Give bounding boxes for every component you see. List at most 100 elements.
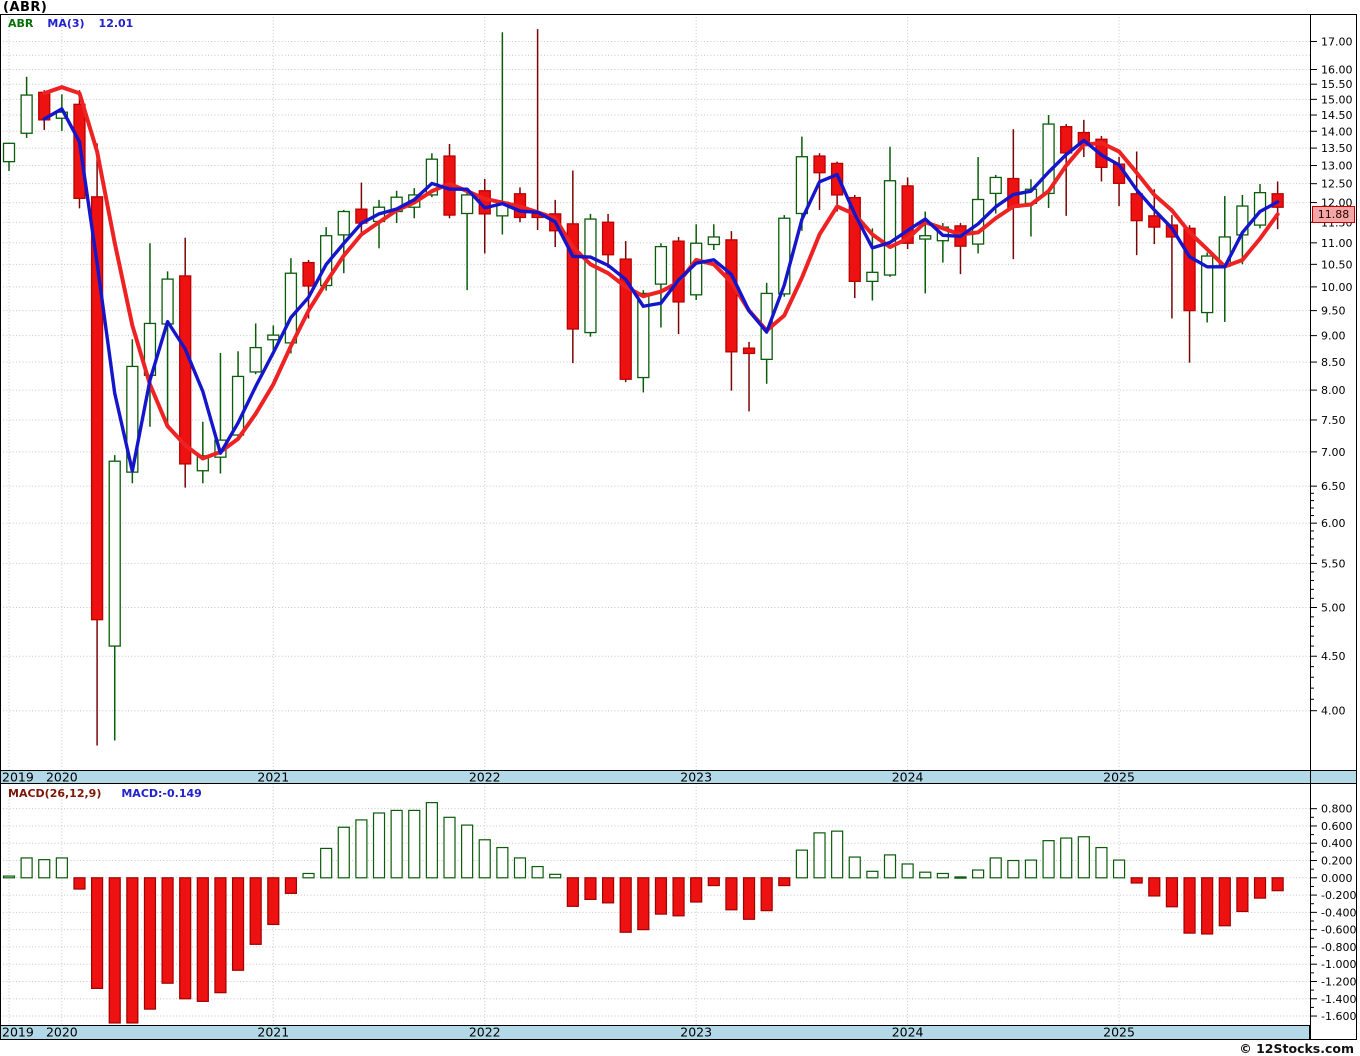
axis-label: 9.00 — [1321, 330, 1346, 343]
axis-label: 2022 — [469, 770, 501, 785]
macd-bar — [1130, 877, 1143, 884]
candle-body — [161, 278, 174, 325]
candle-body — [284, 272, 298, 344]
price-legend: ABR MA(3) 12.01 — [8, 17, 133, 30]
macd-bar — [126, 877, 139, 1024]
macd-bar — [813, 832, 826, 879]
macd-bar — [38, 859, 51, 879]
macd-bar — [1007, 859, 1020, 879]
macd-bar — [284, 877, 298, 894]
candle-body — [425, 158, 439, 196]
axis-label: 0.200 — [1321, 855, 1353, 868]
candle-body — [919, 235, 932, 240]
candle-body — [460, 194, 474, 215]
axis-label: -1.400 — [1321, 993, 1356, 1006]
macd-bar — [461, 824, 474, 879]
copyright-link[interactable]: © 12Stocks.com — [1239, 1041, 1354, 1056]
axis-label: 4.50 — [1321, 650, 1346, 663]
candle-body — [989, 176, 1002, 195]
macd-bar — [725, 877, 738, 911]
macd-bar — [267, 877, 280, 926]
axis-label: 5.00 — [1321, 601, 1346, 614]
axis-label: 0.600 — [1321, 820, 1353, 833]
page-title: (ABR) — [3, 0, 48, 15]
ma-value: 12.01 — [98, 17, 134, 30]
macd-bar — [1165, 877, 1179, 908]
axis-label: -0.800 — [1321, 941, 1356, 954]
macd-bar — [108, 877, 121, 1024]
macd-bar — [249, 877, 262, 945]
axis-label: 2019 — [2, 770, 34, 785]
axis-label: 15.00 — [1321, 93, 1353, 106]
axis-label: 2025 — [1103, 770, 1135, 785]
axis-label: 10.00 — [1321, 281, 1353, 294]
macd-bar — [161, 877, 174, 984]
macd-bar — [1271, 877, 1284, 892]
macd-bar — [971, 869, 985, 879]
candle-body — [231, 375, 245, 436]
macd-bar — [1042, 840, 1055, 879]
axis-ticks — [1310, 40, 1317, 1017]
macd-bar — [795, 849, 809, 879]
candle-body — [108, 460, 121, 647]
axis-label: 16.00 — [1321, 64, 1353, 77]
candle-body — [637, 292, 650, 379]
macd-bar — [1253, 877, 1267, 899]
macd-bar — [919, 871, 932, 879]
axis-label: 2020 — [46, 770, 78, 785]
macd-bar — [954, 876, 967, 879]
axis-label: 14.00 — [1321, 125, 1353, 138]
axis-label: 2021 — [257, 770, 289, 785]
macd-bar — [1201, 877, 1214, 935]
candle-body — [1183, 227, 1196, 312]
macd-bar — [866, 870, 879, 879]
macd-bar — [531, 865, 544, 879]
macd-bar — [1077, 836, 1090, 879]
axis-label: 2022 — [469, 1025, 501, 1040]
candle-body — [707, 236, 720, 246]
axis-label: 7.00 — [1321, 446, 1346, 459]
candle-body — [883, 180, 897, 276]
macd-bar — [337, 826, 350, 879]
candle-body — [302, 261, 315, 287]
axis-label: 6.00 — [1321, 517, 1346, 530]
macd-bar — [478, 839, 491, 879]
macd-bar — [1183, 877, 1196, 934]
macd-bar — [742, 877, 756, 920]
macd-bar — [1218, 877, 1231, 927]
axis-label: 15.50 — [1321, 78, 1353, 91]
candle-body — [267, 334, 280, 341]
macd-bar — [425, 802, 438, 879]
axis-label: 4.00 — [1321, 705, 1346, 718]
axis-label: -1.600 — [1321, 1010, 1356, 1023]
axis-label: -0.400 — [1321, 906, 1356, 919]
macd-bar — [1236, 877, 1249, 913]
axis-label: -1.200 — [1321, 975, 1356, 988]
macd-bar — [1112, 859, 1126, 879]
macd-bar — [707, 877, 720, 887]
axis-label: 8.00 — [1321, 384, 1346, 397]
candle-body — [601, 221, 615, 256]
macd-bar — [196, 877, 209, 1002]
macd-bar — [1095, 846, 1108, 879]
ma-label: MA(3) — [47, 17, 85, 30]
macd-bar — [390, 809, 403, 879]
macd-bar — [513, 857, 527, 879]
macd-value-label: MACD:-0.149 — [121, 787, 202, 800]
macd-legend: MACD(26,12,9) MACD:-0.149 — [8, 787, 202, 800]
macd-bar — [831, 830, 844, 879]
axis-label: 2021 — [257, 1025, 289, 1040]
macd-bar — [496, 846, 509, 879]
axis-label: 2025 — [1103, 1025, 1135, 1040]
axis-label: 13.00 — [1321, 160, 1353, 173]
macd-bar — [778, 877, 791, 887]
macd-bar — [20, 857, 33, 879]
macd-bar — [989, 857, 1002, 879]
candle-body — [90, 196, 104, 621]
axis-label: 0.800 — [1321, 803, 1353, 816]
axis-label: 2020 — [46, 1025, 78, 1040]
candle-body — [249, 346, 262, 373]
axis-label: 0.400 — [1321, 837, 1353, 850]
